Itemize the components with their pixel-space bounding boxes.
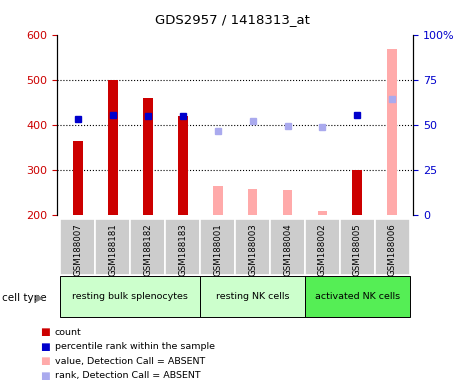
Text: activated NK cells: activated NK cells xyxy=(315,292,400,301)
Text: ▶: ▶ xyxy=(36,293,44,303)
Text: ■: ■ xyxy=(40,356,50,366)
Bar xyxy=(352,170,362,215)
FancyBboxPatch shape xyxy=(305,219,340,275)
Bar xyxy=(318,210,327,215)
FancyBboxPatch shape xyxy=(200,276,305,317)
FancyBboxPatch shape xyxy=(235,219,270,275)
Text: resting NK cells: resting NK cells xyxy=(216,292,289,301)
Text: GSM188181: GSM188181 xyxy=(108,223,117,276)
Bar xyxy=(73,141,83,215)
Bar xyxy=(213,186,223,215)
Text: GSM188001: GSM188001 xyxy=(213,223,222,276)
Text: ■: ■ xyxy=(40,327,50,337)
Text: GSM188182: GSM188182 xyxy=(143,223,152,276)
Bar xyxy=(247,189,257,215)
Text: percentile rank within the sample: percentile rank within the sample xyxy=(55,342,215,351)
Bar xyxy=(108,80,118,215)
Text: rank, Detection Call = ABSENT: rank, Detection Call = ABSENT xyxy=(55,371,200,381)
Bar xyxy=(143,98,152,215)
FancyBboxPatch shape xyxy=(130,219,165,275)
Text: resting bulk splenocytes: resting bulk splenocytes xyxy=(72,292,188,301)
Bar xyxy=(283,190,293,215)
Text: GSM188005: GSM188005 xyxy=(353,223,362,276)
Text: GSM188183: GSM188183 xyxy=(178,223,187,276)
FancyBboxPatch shape xyxy=(200,219,235,275)
Text: GSM188007: GSM188007 xyxy=(74,223,83,276)
FancyBboxPatch shape xyxy=(165,219,200,275)
Text: GSM188004: GSM188004 xyxy=(283,223,292,276)
FancyBboxPatch shape xyxy=(340,219,375,275)
FancyBboxPatch shape xyxy=(270,219,305,275)
Text: count: count xyxy=(55,328,81,337)
FancyBboxPatch shape xyxy=(375,219,410,275)
Bar xyxy=(178,116,188,215)
Text: GSM188002: GSM188002 xyxy=(318,223,327,276)
FancyBboxPatch shape xyxy=(305,276,410,317)
Text: cell type: cell type xyxy=(2,293,47,303)
Text: GDS2957 / 1418313_at: GDS2957 / 1418313_at xyxy=(155,13,310,26)
Text: ■: ■ xyxy=(40,342,50,352)
FancyBboxPatch shape xyxy=(95,219,130,275)
Text: ■: ■ xyxy=(40,371,50,381)
Text: value, Detection Call = ABSENT: value, Detection Call = ABSENT xyxy=(55,357,205,366)
Text: GSM188003: GSM188003 xyxy=(248,223,257,276)
Bar xyxy=(388,49,397,215)
FancyBboxPatch shape xyxy=(60,276,200,317)
FancyBboxPatch shape xyxy=(60,219,95,275)
Text: GSM188006: GSM188006 xyxy=(388,223,397,276)
